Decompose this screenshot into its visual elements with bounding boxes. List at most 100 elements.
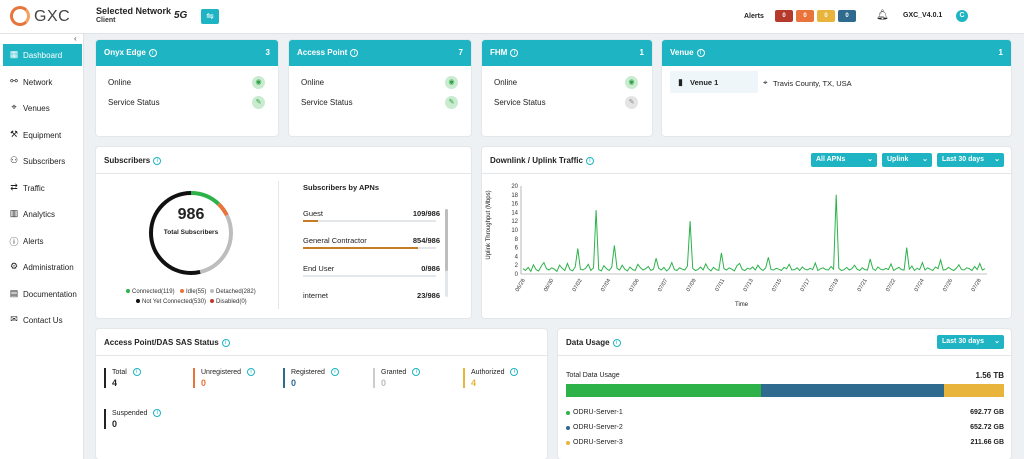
server-name: ODRU-Server-2: [573, 424, 623, 431]
access-point-card: Access Point i 7 Online ◉ Service Status …: [289, 40, 471, 136]
usage-segment-odru-server-3[interactable]: [944, 384, 1004, 397]
chevron-down-icon: ⌄: [994, 338, 1000, 345]
sas-status-label: Suspended i: [112, 409, 162, 417]
divider: [96, 173, 471, 174]
info-icon[interactable]: i: [221, 338, 230, 347]
period-filter-dropdown[interactable]: Last 30 days ⌄: [937, 335, 1004, 349]
sidebar-item-label: Network: [23, 77, 53, 87]
info-icon[interactable]: i: [247, 368, 256, 376]
info-icon[interactable]: i: [330, 368, 339, 376]
legend-disabled: Disabled(0): [210, 299, 247, 305]
venue-tile[interactable]: ▮ Venue 1: [670, 71, 758, 93]
period-filter-dropdown[interactable]: Last 30 days ⌄: [937, 153, 1004, 167]
wrench-icon: ✎: [445, 96, 458, 109]
apn-progress-bar: [303, 275, 436, 277]
legend-label: Idle(55): [186, 289, 207, 295]
sidebar-item-documentation[interactable]: ▤ Documentation: [3, 283, 82, 305]
5g-badge: 5G: [174, 10, 188, 21]
sidebar-item-administration[interactable]: ⚙ Administration: [3, 256, 82, 278]
server-usage-value: 652.72 GB: [970, 424, 1004, 431]
info-icon[interactable]: i: [510, 48, 519, 57]
apn-value: 854/986: [412, 236, 440, 245]
apn-value: 23/986: [417, 291, 440, 300]
direction-filter-dropdown[interactable]: Uplink ⌄: [882, 153, 932, 167]
info-icon[interactable]: i: [585, 156, 594, 165]
service-status-label: Service Status: [301, 98, 353, 107]
info-icon[interactable]: i: [350, 48, 359, 57]
usage-segment-odru-server-1[interactable]: [566, 384, 761, 397]
legend-dot: [210, 299, 214, 304]
alert-count-critical[interactable]: 0: [775, 10, 793, 22]
sas-status-label: Unregistered i: [201, 368, 256, 376]
info-icon[interactable]: i: [132, 368, 141, 376]
logo-icon: [10, 6, 30, 26]
alert-count-major[interactable]: 0: [796, 10, 814, 22]
sas-status-unregistered: Unregistered i 0: [193, 368, 256, 388]
alert-count-info[interactable]: 0: [838, 10, 856, 22]
switch-network-button[interactable]: ⇋: [201, 9, 219, 24]
info-icon[interactable]: i: [148, 48, 157, 57]
info-icon[interactable]: i: [153, 409, 162, 417]
card-count: 1: [639, 48, 644, 57]
alert-count-minor[interactable]: 0: [817, 10, 835, 22]
total-subscribers-value: 986: [177, 206, 205, 223]
card-header: Venue i 1: [662, 40, 1011, 66]
building-icon: ▮: [678, 77, 683, 87]
info-icon[interactable]: i: [696, 48, 705, 57]
server-legend-dot: [566, 441, 570, 445]
usage-segment-odru-server-2[interactable]: [760, 384, 945, 397]
info-icon[interactable]: i: [612, 338, 621, 347]
sidebar-item-dashboard[interactable]: ▦ Dashboard: [3, 44, 82, 66]
apn-name: Guest: [303, 209, 324, 218]
apn-filter-dropdown[interactable]: All APNs ⌄: [811, 153, 877, 167]
sidebar-item-subscribers[interactable]: ⚇ Subscribers: [3, 150, 82, 172]
apn-scrollbar[interactable]: [445, 209, 448, 297]
sidebar-item-label: Subscribers: [23, 157, 66, 166]
apn-progress-fill: [303, 220, 318, 222]
server-name: ODRU-Server-1: [573, 409, 623, 416]
sidebar-item-label: Administration: [23, 263, 74, 272]
chart-x-label: Time: [735, 302, 749, 308]
info-icon[interactable]: i: [412, 368, 421, 376]
apn-progress-bar: [303, 220, 436, 222]
scrollbar-thumb[interactable]: [445, 209, 448, 271]
sas-status-value: 0: [201, 378, 207, 388]
card-title: FHM: [490, 48, 508, 57]
sidebar-item-venues[interactable]: ⌖ Venues: [3, 97, 82, 119]
subscribers-card: Subscribers i: [96, 147, 471, 318]
documentation-icon: ▤: [9, 287, 19, 298]
sidebar-item-analytics[interactable]: ▥ Analytics: [3, 203, 82, 225]
sidebar-item-network[interactable]: ⚯ Network: [3, 71, 82, 93]
donut-slice-not-yet-connected[interactable]: [149, 191, 233, 275]
dashboard-icon: ▦: [9, 49, 19, 59]
apn-value: 109/986: [412, 209, 440, 218]
card-title: Access Point: [297, 48, 348, 57]
sas-status-label-text: Suspended: [112, 409, 148, 417]
user-avatar[interactable]: C: [956, 10, 968, 22]
sas-status-value: 0: [381, 378, 387, 388]
donut-slice-detached[interactable]: [149, 191, 233, 275]
app-version: GXC_V4.0.1: [903, 12, 943, 19]
collapse-sidebar-icon[interactable]: ‹: [74, 34, 77, 43]
sidebar-item-contact-us[interactable]: ✉ Contact Us: [3, 309, 82, 331]
total-data-usage-label: Total Data Usage: [566, 372, 620, 379]
info-icon[interactable]: i: [510, 368, 519, 376]
legend-not-yet-connected: Not Yet Connected(530): [136, 299, 206, 305]
dropdown-value: Last 30 days: [942, 156, 985, 163]
fhm-card: FHM i 1 Online ◉ Service Status ✎: [482, 40, 652, 136]
uplink-series-line[interactable]: [522, 194, 986, 273]
legend-label: Disabled(0): [216, 299, 247, 305]
sas-status-label-text: Unregistered: [201, 368, 242, 376]
bell-icon[interactable]: 🔔︎: [876, 10, 889, 21]
service-status-label: Service Status: [494, 98, 546, 107]
sidebar-item-alerts[interactable]: ⓘ Alerts: [3, 230, 82, 252]
info-icon[interactable]: i: [153, 156, 162, 165]
traffic-chart: 0 2 4 6 8 10 12 14 16 18 20 06/28 06/30 07/02 07/04 07/…: [511, 184, 987, 293]
sidebar-item-equipment[interactable]: ⚒ Equipment: [3, 124, 82, 146]
sidebar-item-traffic[interactable]: ⇄ Traffic: [3, 177, 82, 199]
total-subscribers-label: Total Subscribers: [163, 229, 219, 236]
traffic-card: Downlink / Uplink Traffic i All APNs ⌄ Upl…: [482, 147, 1011, 318]
x-tick-label: 07/26: [942, 278, 954, 293]
x-tick-label: 07/15: [771, 278, 783, 293]
sidebar-item-label: Alerts: [23, 236, 44, 246]
